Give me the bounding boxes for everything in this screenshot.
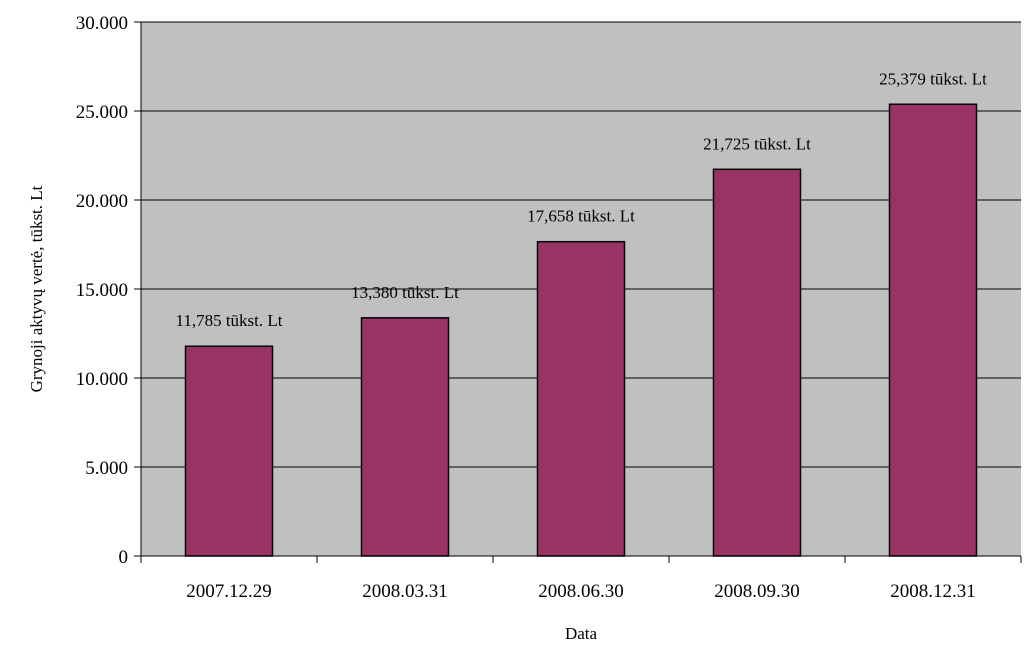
bar: [712, 168, 802, 557]
data-label: 21,725 tūkst. Lt: [703, 134, 811, 153]
bar: [536, 240, 626, 557]
y-tick-label: 5.000: [85, 458, 128, 479]
data-label: 25,379 tūkst. Lt: [879, 69, 987, 88]
y-tick-label: 15.000: [76, 280, 128, 301]
bar: [888, 103, 978, 557]
x-axis: 2007.12.29 2008.03.31 2008.06.30 2008.09.30…: [140, 555, 1022, 602]
data-label: 13,380 tūkst. Lt: [351, 283, 459, 302]
data-labels: 11,785 tūkst. Lt 13,380 tūkst. Lt 17,658 t…: [175, 69, 987, 330]
bar: [184, 345, 274, 557]
bar: [360, 317, 450, 557]
data-label: 11,785 tūkst. Lt: [175, 311, 282, 330]
x-tick-label: 2008.06.30: [538, 581, 624, 602]
y-tick-label: 20.000: [76, 191, 128, 212]
y-tick-label: 25.000: [76, 102, 128, 123]
data-label: 17,658 tūkst. Lt: [527, 207, 635, 226]
x-axis-title: Data: [565, 624, 598, 643]
y-axis-title: Grynoji aktyvų vertė, tūkst. Lt: [27, 185, 46, 392]
y-tick-label: 30.000: [76, 13, 128, 34]
x-tick-label: 2007.12.29: [186, 581, 272, 602]
x-tick-label: 2008.09.30: [714, 581, 800, 602]
x-tick-label: 2008.03.31: [362, 581, 448, 602]
bars: [184, 103, 978, 557]
x-tick-label: 2008.12.31: [890, 581, 976, 602]
y-tick-label: 10.000: [76, 369, 128, 390]
y-axis: 0 5.000 10.000 15.000 20.000 25.000 30.000: [76, 13, 142, 568]
y-tick-label: 0: [119, 547, 129, 568]
